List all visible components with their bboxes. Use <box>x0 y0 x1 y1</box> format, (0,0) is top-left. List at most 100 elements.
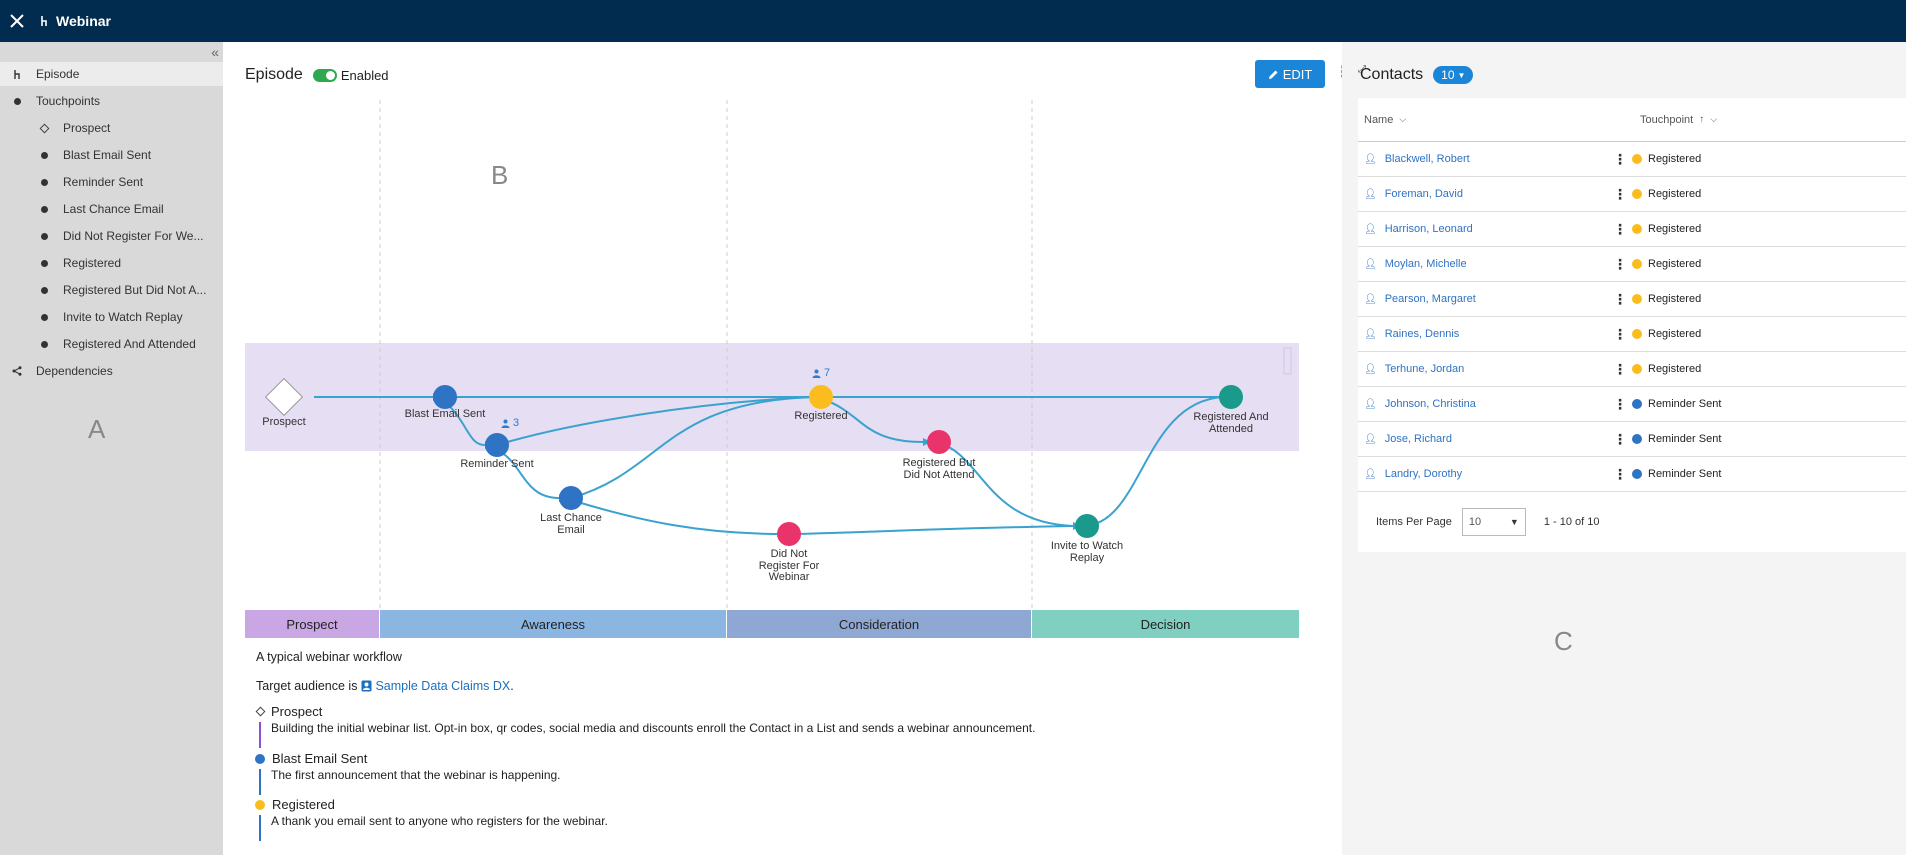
row-menu-icon[interactable]: ⋮ <box>1613 150 1627 167</box>
items-per-page-label: Items Per Page <box>1376 516 1452 528</box>
node-label-registered-and-attended: Registered And Attended <box>1181 411 1281 435</box>
sort-up-icon: ↑ <box>1699 114 1705 125</box>
sidebar-item-episode[interactable]: Episode <box>0 62 223 86</box>
row-menu-icon[interactable]: ⋮ <box>1613 465 1627 482</box>
contact-name-link[interactable]: Raines, Dennis <box>1384 328 1460 340</box>
sidebar-item-prospect[interactable]: Prospect <box>0 116 223 140</box>
status-dot-icon <box>1632 364 1642 374</box>
node-registered[interactable] <box>809 385 833 409</box>
items-per-page-select[interactable]: 10 ▼ <box>1461 508 1526 536</box>
sidebar-item-label: Blast Email Sent <box>63 148 152 162</box>
status-dot-icon <box>1632 294 1642 304</box>
table-row: 👤︎ Raines, Dennis ⋮ Registered <box>1358 317 1906 352</box>
row-menu-icon[interactable]: ⋮ <box>1613 395 1627 412</box>
node-invite-to-watch-replay[interactable] <box>1075 514 1099 538</box>
edge-reminder-registered <box>496 396 814 446</box>
column-header-label: Touchpoint <box>1640 113 1694 126</box>
sidebar-item-label: Touchpoints <box>36 94 101 108</box>
sidebar-item-registered-and-attended[interactable]: Registered And Attended <box>0 332 223 356</box>
touchpoint-bar <box>259 722 261 748</box>
person-icon: 👤︎ <box>1364 363 1377 375</box>
contact-name-link[interactable]: Blackwell, Robert <box>1384 153 1470 165</box>
contact-name-link[interactable]: Terhune, Jordan <box>1384 363 1465 375</box>
contact-name-link[interactable]: Johnson, Christina <box>1384 398 1476 410</box>
sidebar-item-touchpoints[interactable]: Touchpoints <box>0 89 223 113</box>
table-row: 👤︎ Jose, Richard ⋮ Reminder Sent <box>1358 422 1906 457</box>
enabled-label: Enabled <box>340 67 389 83</box>
node-registered-but-did-not-attend[interactable] <box>927 430 951 454</box>
column-header-name[interactable]: Name ⌵ <box>1358 114 1608 126</box>
sidebar-item-invite-to-watch-replay[interactable]: Invite to Watch Replay <box>0 305 223 329</box>
reminder-count-badge: 3 <box>501 417 519 429</box>
touchpoint-bar <box>259 815 261 841</box>
expand-panel-icon[interactable]: ⤢ <box>1358 64 1366 75</box>
row-menu-icon[interactable]: ⋮ <box>1613 290 1627 307</box>
node-prospect[interactable] <box>264 377 304 417</box>
target-audience-row: Target audience is Sample Data Claims DX… <box>256 679 514 693</box>
status-dot-icon <box>1632 154 1642 164</box>
status-dot-icon <box>1632 329 1642 339</box>
touchpoint-value: Reminder Sent <box>1648 433 1722 445</box>
row-menu-icon[interactable]: ⋮ <box>1613 185 1627 202</box>
touchpoint-desc: A thank you email sent to anyone who reg… <box>271 814 608 828</box>
contact-name-link[interactable]: Moylan, Michelle <box>1384 258 1467 270</box>
band-handle[interactable] <box>1283 347 1292 375</box>
target-audience-link[interactable]: Sample Data Claims DX <box>361 679 510 693</box>
page-title: Episode <box>245 66 303 83</box>
node-registered-and-attended[interactable] <box>1219 385 1243 409</box>
node-label-registered: Registered <box>794 410 848 422</box>
registered-count-badge: 7 <box>812 367 830 379</box>
contact-name-link[interactable]: Jose, Richard <box>1384 433 1452 445</box>
node-blast-email-sent[interactable] <box>433 385 457 409</box>
sidebar-item-last-chance-email[interactable]: Last Chance Email <box>0 197 223 221</box>
row-menu-icon[interactable]: ⋮ <box>1613 325 1627 342</box>
person-icon: 👤︎ <box>1364 293 1377 305</box>
table-row: 👤︎ Foreman, David ⋮ Registered <box>1358 177 1906 212</box>
close-button[interactable] <box>0 0 34 42</box>
share-icon <box>10 366 24 376</box>
contact-name-link[interactable]: Foreman, David <box>1384 188 1463 200</box>
contact-name-link[interactable]: Landry, Dorothy <box>1384 468 1463 480</box>
node-last-chance-email[interactable] <box>559 486 583 510</box>
touchpoint-entry-blast-email-sent: Blast Email Sent The first announcement … <box>255 751 561 795</box>
contact-name-link[interactable]: Pearson, Margaret <box>1384 293 1476 305</box>
zone-c-label: C <box>1554 626 1573 656</box>
column-header-touchpoint[interactable]: Touchpoint ↑ ⌵ <box>1640 114 1906 126</box>
stage-prospect: Prospect <box>245 610 380 638</box>
touchpoint-value: Registered <box>1648 328 1702 340</box>
touchpoint-value: Registered <box>1648 258 1702 270</box>
contacts-header: Contacts 10 ▼ <box>1360 66 1474 84</box>
row-menu-icon[interactable]: ⋮ <box>1613 220 1627 237</box>
edge-reminder-lastchance <box>496 449 560 499</box>
contact-name-link[interactable]: Harrison, Leonard <box>1384 223 1473 235</box>
sidebar-item-registered-but-did-not-attend[interactable]: Registered But Did Not A... <box>0 278 223 302</box>
pager-range: 1 - 10 of 10 <box>1543 516 1600 528</box>
enabled-toggle[interactable]: Enabled <box>312 67 389 83</box>
stage-consideration: Consideration <box>727 610 1032 638</box>
row-menu-icon[interactable]: ⋮ <box>1613 360 1627 377</box>
caret-down-icon: ▼ <box>1457 70 1466 80</box>
row-menu-icon[interactable]: ⋮ <box>1613 255 1627 272</box>
diamond-icon <box>37 123 51 133</box>
sidebar-item-did-not-register[interactable]: Did Not Register For We... <box>0 224 223 248</box>
sidebar-item-dependencies[interactable]: Dependencies <box>0 359 223 383</box>
row-menu-icon[interactable]: ⋮ <box>1613 430 1627 447</box>
edge-blast-reminder <box>444 401 486 446</box>
node-reminder-sent[interactable] <box>485 433 509 457</box>
node-did-not-register[interactable] <box>777 522 801 546</box>
status-dot-icon <box>1632 434 1642 444</box>
sidebar-item-reminder-sent[interactable]: Reminder Sent <box>0 170 223 194</box>
person-icon: 👤︎ <box>1364 328 1377 340</box>
collapse-sidebar-icon[interactable]: « <box>211 44 219 60</box>
touchpoint-name: Registered <box>255 797 608 812</box>
contacts-count-badge[interactable]: 10 ▼ <box>1433 66 1474 84</box>
touchpoint-value: Registered <box>1648 223 1702 235</box>
touchpoint-value: Registered <box>1648 293 1702 305</box>
node-label-registered-but-did-not-attend: Registered But Did Not Attend <box>889 457 989 481</box>
sidebar-item-registered[interactable]: Registered <box>0 251 223 275</box>
edit-button[interactable]: EDIT <box>1255 60 1325 88</box>
target-prefix: Target audience is <box>256 679 358 693</box>
reminder-count: 3 <box>513 417 520 429</box>
zone-b-label: B <box>491 160 509 190</box>
sidebar-item-blast-email-sent[interactable]: Blast Email Sent <box>0 143 223 167</box>
